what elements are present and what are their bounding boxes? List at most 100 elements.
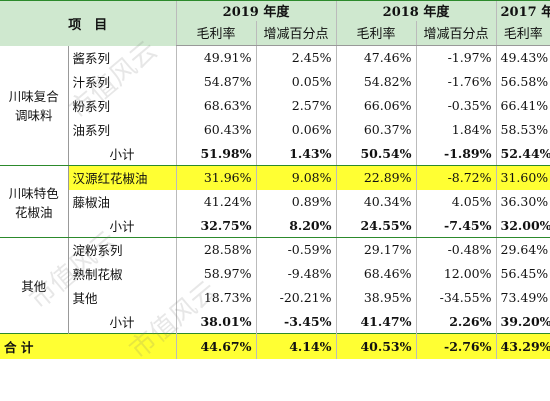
header-year-2019: 2019 年度 [175,0,337,21]
change-2018: 12.00% [415,261,497,286]
header-year-2017: 2017 年度 [495,0,550,21]
table-row: 汁系列 54.87% 0.05% 54.82% -1.76% 56.58% [0,69,550,94]
header-gross-2018: 毛利率 [335,20,417,46]
row-label: 汁系列 [67,69,177,94]
row-label: 其他 [67,285,177,310]
change-2019: 0.06% [255,117,337,142]
gross-margin-2019: 38.01% [175,309,257,334]
table-row: 粉系列 68.63% 2.57% 66.06% -0.35% 66.41% [0,93,550,118]
change-2018: 4.05% [415,189,497,214]
change-2018: -8.72% [415,165,497,190]
change-2018: -1.89% [415,141,497,166]
table-row: 油系列 60.43% 0.06% 60.37% 1.84% 58.53% [0,117,550,142]
gross-margin-2017: 73.49% [495,285,550,310]
gross-margin-2018: 41.47% [335,309,417,334]
change-2018: -1.97% [415,45,497,70]
header-row-cols: 毛利率 增减百分点 毛利率 增减百分点 毛利率 [0,20,550,46]
gross-margin-2017: 43.29% [495,333,550,359]
gross-margin-2017: 58.53% [495,117,550,142]
row-label: 汉源红花椒油 [67,165,177,190]
header-gross-2017: 毛利率 [495,20,550,46]
gross-margin-2018: 22.89% [335,165,417,190]
gross-margin-2019: 60.43% [175,117,257,142]
table-row: 藤椒油 41.24% 0.89% 40.34% 4.05% 36.30% [0,189,550,214]
gross-margin-2019: 31.96% [175,165,257,190]
change-2019: 0.05% [255,69,337,94]
row-label: 淀粉系列 [67,237,177,262]
row-label: 熟制花椒 [67,261,177,286]
change-2019: 2.57% [255,93,337,118]
gross-margin-2017: 31.60% [495,165,550,190]
gross-margin-table: 项 目 2019 年度 2018 年度 2017 年度 毛利率 增减百分点 毛利… [0,0,550,359]
change-2019: 8.20% [255,213,337,238]
gross-margin-2018: 29.17% [335,237,417,262]
gross-margin-2019: 41.24% [175,189,257,214]
total-row: 合 计 44.67% 4.14% 40.53% -2.76% 43.29% [0,333,550,359]
gross-margin-2019: 54.87% [175,69,257,94]
gross-margin-2018: 38.95% [335,285,417,310]
table-row: 熟制花椒 58.97% -9.48% 68.46% 12.00% 56.45% [0,261,550,286]
group-label: 其他 [0,237,68,334]
header-item: 项 目 [0,0,177,46]
row-label: 酱系列 [67,45,177,70]
total-label: 合 计 [0,333,177,359]
gross-margin-2017: 39.20% [495,309,550,334]
subtotal-label: 小计 [67,309,177,334]
gross-margin-2018: 50.54% [335,141,417,166]
change-2018: -2.76% [415,333,497,359]
change-2019: 0.89% [255,189,337,214]
table-row: 川味特色花椒油 汉源红花椒油 31.96% 9.08% 22.89% -8.72% 31.6… [0,165,550,238]
gross-margin-2017: 36.30% [495,189,550,214]
change-2018: -34.55% [415,285,497,310]
header-row-years: 项 目 2019 年度 2018 年度 2017 年度 [0,0,550,46]
row-label: 粉系列 [67,93,177,118]
group-label: 川味复合调味料 [0,45,68,166]
gross-margin-2019: 58.97% [175,261,257,286]
change-2018: 2.26% [415,309,497,334]
gross-margin-2017: 66.41% [495,93,550,118]
gross-margin-2019: 32.75% [175,213,257,238]
gross-margin-2018: 24.55% [335,213,417,238]
change-2019: 4.14% [255,333,337,359]
gross-margin-2017: 56.45% [495,261,550,286]
gross-margin-2019: 49.91% [175,45,257,70]
gross-margin-2017: 49.43% [495,45,550,70]
subtotal-row: 小计 51.98% 1.43% 50.54% -1.89% 52.44% [0,141,550,166]
gross-margin-2019: 44.67% [175,333,257,359]
row-label: 油系列 [67,117,177,142]
change-2019: 1.43% [255,141,337,166]
gross-margin-2018: 60.37% [335,117,417,142]
change-2019: 2.45% [255,45,337,70]
gross-margin-2019: 51.98% [175,141,257,166]
change-2018: -7.45% [415,213,497,238]
gross-margin-2017: 56.58% [495,69,550,94]
gross-margin-2018: 47.46% [335,45,417,70]
gross-margin-2019: 68.63% [175,93,257,118]
gross-margin-2019: 28.58% [175,237,257,262]
gross-margin-2017: 52.44% [495,141,550,166]
change-2019: 9.08% [255,165,337,190]
table-row: 川味复合调味料 酱系列 49.91% 2.45% 47.46% -1.97% 49.43% [0,45,550,166]
header-change-2018: 增减百分点 [415,20,497,46]
header-gross-2019: 毛利率 [175,20,257,46]
change-2018: -0.35% [415,93,497,118]
gross-margin-2018: 68.46% [335,261,417,286]
group-label: 川味特色花椒油 [0,165,68,238]
header-change-2019: 增减百分点 [255,20,337,46]
change-2018: -0.48% [415,237,497,262]
gross-margin-2019: 18.73% [175,285,257,310]
subtotal-label: 小计 [67,213,177,238]
change-2019: -0.59% [255,237,337,262]
gross-margin-2018: 54.82% [335,69,417,94]
gross-margin-2018: 66.06% [335,93,417,118]
change-2019: -3.45% [255,309,337,334]
subtotal-row: 小计 38.01% -3.45% 41.47% 2.26% 39.20% [0,309,550,334]
row-label: 藤椒油 [67,189,177,214]
table-row: 其他 18.73% -20.21% 38.95% -34.55% 73.49% [0,285,550,310]
gross-margin-2018: 40.53% [335,333,417,359]
change-2019: -9.48% [255,261,337,286]
change-2018: -1.76% [415,69,497,94]
subtotal-row: 小计 32.75% 8.20% 24.55% -7.45% 32.00% [0,213,550,238]
gross-margin-2018: 40.34% [335,189,417,214]
change-2019: -20.21% [255,285,337,310]
